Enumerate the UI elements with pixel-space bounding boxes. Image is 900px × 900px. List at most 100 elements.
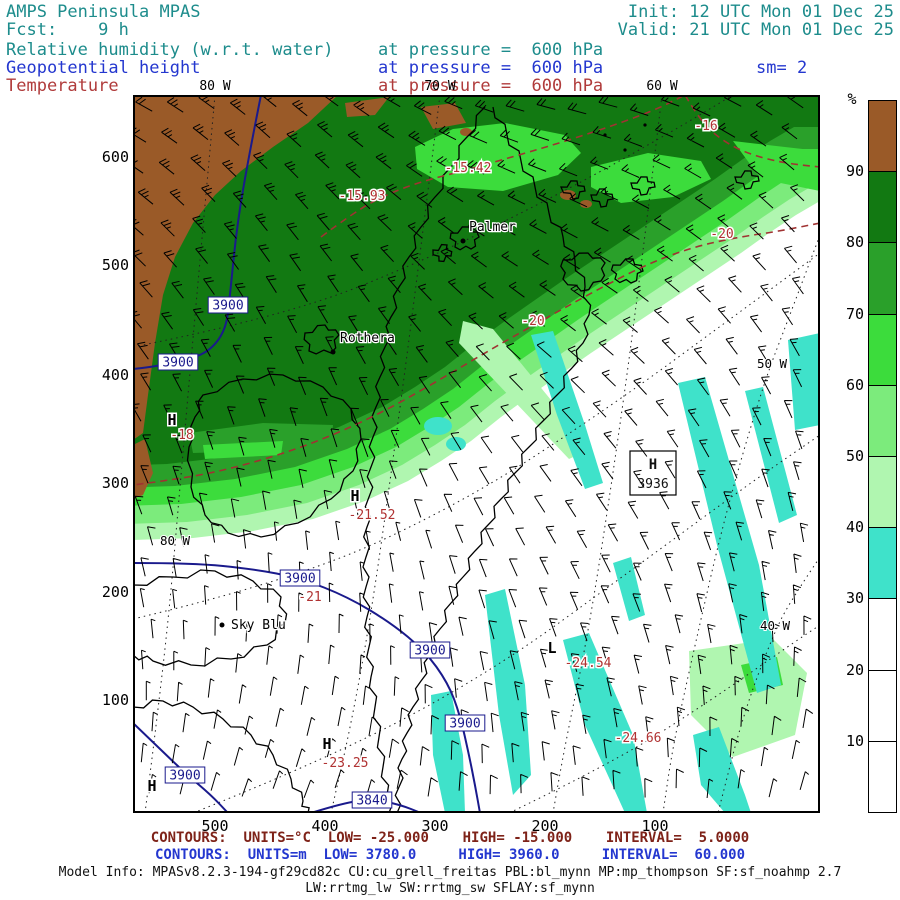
colorbar-tick-label: 10 xyxy=(845,731,864,750)
field-temp-level: at pressure = 600 hPa xyxy=(378,76,604,96)
y-axis-label: 100 xyxy=(101,691,129,709)
rh-shading xyxy=(133,95,338,440)
lonlat-label: 40 W xyxy=(760,618,791,633)
field-rh-label: Relative humidity (w.r.t. water) xyxy=(6,40,334,60)
colorbar-tick-label: 80 xyxy=(845,233,864,252)
colorbar-segment xyxy=(868,171,897,244)
colorbar-segment xyxy=(868,598,897,671)
temperature-label: -20 xyxy=(710,227,733,242)
y-axis-label: 200 xyxy=(101,583,129,601)
colorbar-tick-label: 30 xyxy=(845,589,864,608)
x-axis-label: 200 xyxy=(531,817,559,835)
graticule-line xyxy=(330,95,441,813)
coastline xyxy=(133,569,288,667)
x-axis-label: 300 xyxy=(421,817,449,835)
field-temp-label: Temperature xyxy=(6,76,119,96)
rh-shading xyxy=(415,123,581,191)
model-info-line2: LW:rrtmg_lw SW:rrtmg_sw SFLAY:sf_mynn xyxy=(305,881,595,896)
rh-shading xyxy=(788,333,820,430)
field-hgt-label: Geopotential height xyxy=(6,58,201,78)
colorbar-segment xyxy=(868,313,897,386)
rh-shading xyxy=(345,97,389,117)
temperature-label: -23.25 xyxy=(322,756,369,771)
extremum-marker: L xyxy=(547,639,556,657)
rh-shading xyxy=(531,331,603,489)
station-dot xyxy=(219,622,225,628)
height-contour-info: CONTOURS: UNITS=m LOW= 3780.0 HIGH= 3960… xyxy=(154,847,745,863)
temperature-label: -24.66 xyxy=(615,731,662,746)
y-axis-label: 600 xyxy=(101,148,129,166)
height-contour-label: 3900 xyxy=(162,356,193,371)
height-contour-label: 3900 xyxy=(212,299,243,314)
colorbar-tick-label: 40 xyxy=(845,518,864,537)
height-contour-label: 3900 xyxy=(169,769,200,784)
colorbar-segment xyxy=(868,527,897,600)
colorbar-segment xyxy=(868,456,897,529)
coastline xyxy=(590,188,614,208)
y-axis-label: 500 xyxy=(101,256,129,274)
height-max-value: 3936 xyxy=(637,477,668,492)
height-contour-label-box xyxy=(164,766,206,784)
map-frame xyxy=(133,95,820,813)
colorbar-segment xyxy=(868,740,897,813)
height-contour xyxy=(133,562,481,813)
height-contour-label-box xyxy=(444,714,486,732)
wind-barbs xyxy=(133,95,814,799)
temperature-label: -16 xyxy=(694,119,717,134)
x-axis-label: 400 xyxy=(311,817,339,835)
coastline xyxy=(133,699,310,813)
temperature-contour xyxy=(133,222,820,486)
temperature-label: -20 xyxy=(521,314,544,329)
top-longitude-label: 70 W xyxy=(424,79,456,94)
colorbar-tick-label: 50 xyxy=(845,447,864,465)
station-label: Palmer xyxy=(469,220,516,235)
colorbar-tick-label: 60 xyxy=(845,375,864,394)
coastline xyxy=(394,106,592,813)
colorbar-segment xyxy=(868,669,897,742)
station-dot xyxy=(330,349,336,355)
colorbar-segment xyxy=(868,384,897,457)
rh-shading xyxy=(745,387,797,523)
rh-shading xyxy=(421,103,466,129)
rh-shading xyxy=(485,589,531,795)
station-dot xyxy=(460,238,466,244)
height-contour-label-box xyxy=(279,569,321,587)
colorbar-unit-label: % xyxy=(847,90,857,108)
coastline xyxy=(610,258,644,284)
height-max-h: H xyxy=(649,457,657,473)
top-longitude-label: 60 W xyxy=(646,79,678,94)
y-axis-label: 300 xyxy=(101,474,129,492)
rh-shading xyxy=(613,557,645,621)
extremum-marker: H xyxy=(167,411,176,429)
smoothing-label: sm= 2 xyxy=(756,58,808,78)
rh-shading xyxy=(431,691,465,813)
rh-shading xyxy=(733,141,820,191)
graticule-line xyxy=(144,95,216,813)
height-contour-label-box xyxy=(351,791,393,809)
coastline xyxy=(560,180,586,200)
model-info-line1: Model Info: MPASv8.2.3-194-gf29cd82c CU:… xyxy=(58,865,842,880)
x-axis-label: 500 xyxy=(201,817,229,835)
temperature-contour xyxy=(320,95,686,238)
rh-shading xyxy=(563,633,647,813)
colorbar-tick-label: 70 xyxy=(845,304,864,323)
station-label: Sky Blu xyxy=(231,618,286,633)
temperature-contour xyxy=(684,95,820,168)
height-contour-label: 3900 xyxy=(449,717,480,732)
coastline xyxy=(303,324,340,355)
field-rh-level: at pressure = 600 hPa xyxy=(378,40,604,60)
coastline xyxy=(560,252,606,292)
coastline xyxy=(432,243,453,263)
height-contour-label-box xyxy=(409,641,451,659)
rh-shading xyxy=(203,441,283,459)
temperature-label: -15.42 xyxy=(445,161,492,176)
coastline xyxy=(362,106,486,813)
colorbar-segment xyxy=(868,100,897,173)
top-longitude-label: 80 W xyxy=(199,79,231,94)
temperature-label: -24.54 xyxy=(565,656,612,671)
colorbar-tick-label: 90 xyxy=(845,162,864,181)
map-plot-area: 3900 3900 3900 3900 3900 3900 3840 -15.42 -15.93… xyxy=(133,95,820,813)
graticule-line xyxy=(552,95,663,813)
height-contour-label: 3900 xyxy=(284,572,315,587)
